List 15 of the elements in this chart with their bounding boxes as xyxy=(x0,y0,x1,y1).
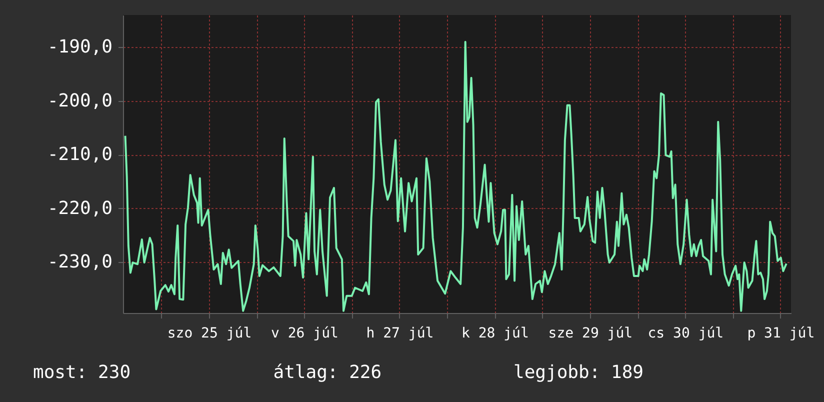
x-tick-label: cs 30 júl xyxy=(648,326,724,342)
text: átlag: 226 xyxy=(273,362,382,383)
text: legjobb: 189 xyxy=(513,362,644,383)
x-tick-label: szo 25 júl xyxy=(167,326,252,342)
x-tick-label: h 27 júl xyxy=(366,326,434,342)
x-tick-label: v 26 júl xyxy=(271,326,338,342)
text: most: 230 xyxy=(33,362,131,383)
x-tick-label: p 31 júl xyxy=(747,326,815,342)
y-tick-label: -220,0 xyxy=(47,198,112,219)
x-tick-label: k 28 júl xyxy=(461,326,529,342)
y-tick-label: -230,0 xyxy=(47,251,112,272)
x-tick-label: sze 29 júl xyxy=(548,326,633,342)
y-tick-label: -210,0 xyxy=(47,144,112,166)
y-tick-label: -200,0 xyxy=(47,90,112,112)
y-tick-label: -190,0 xyxy=(47,36,112,58)
